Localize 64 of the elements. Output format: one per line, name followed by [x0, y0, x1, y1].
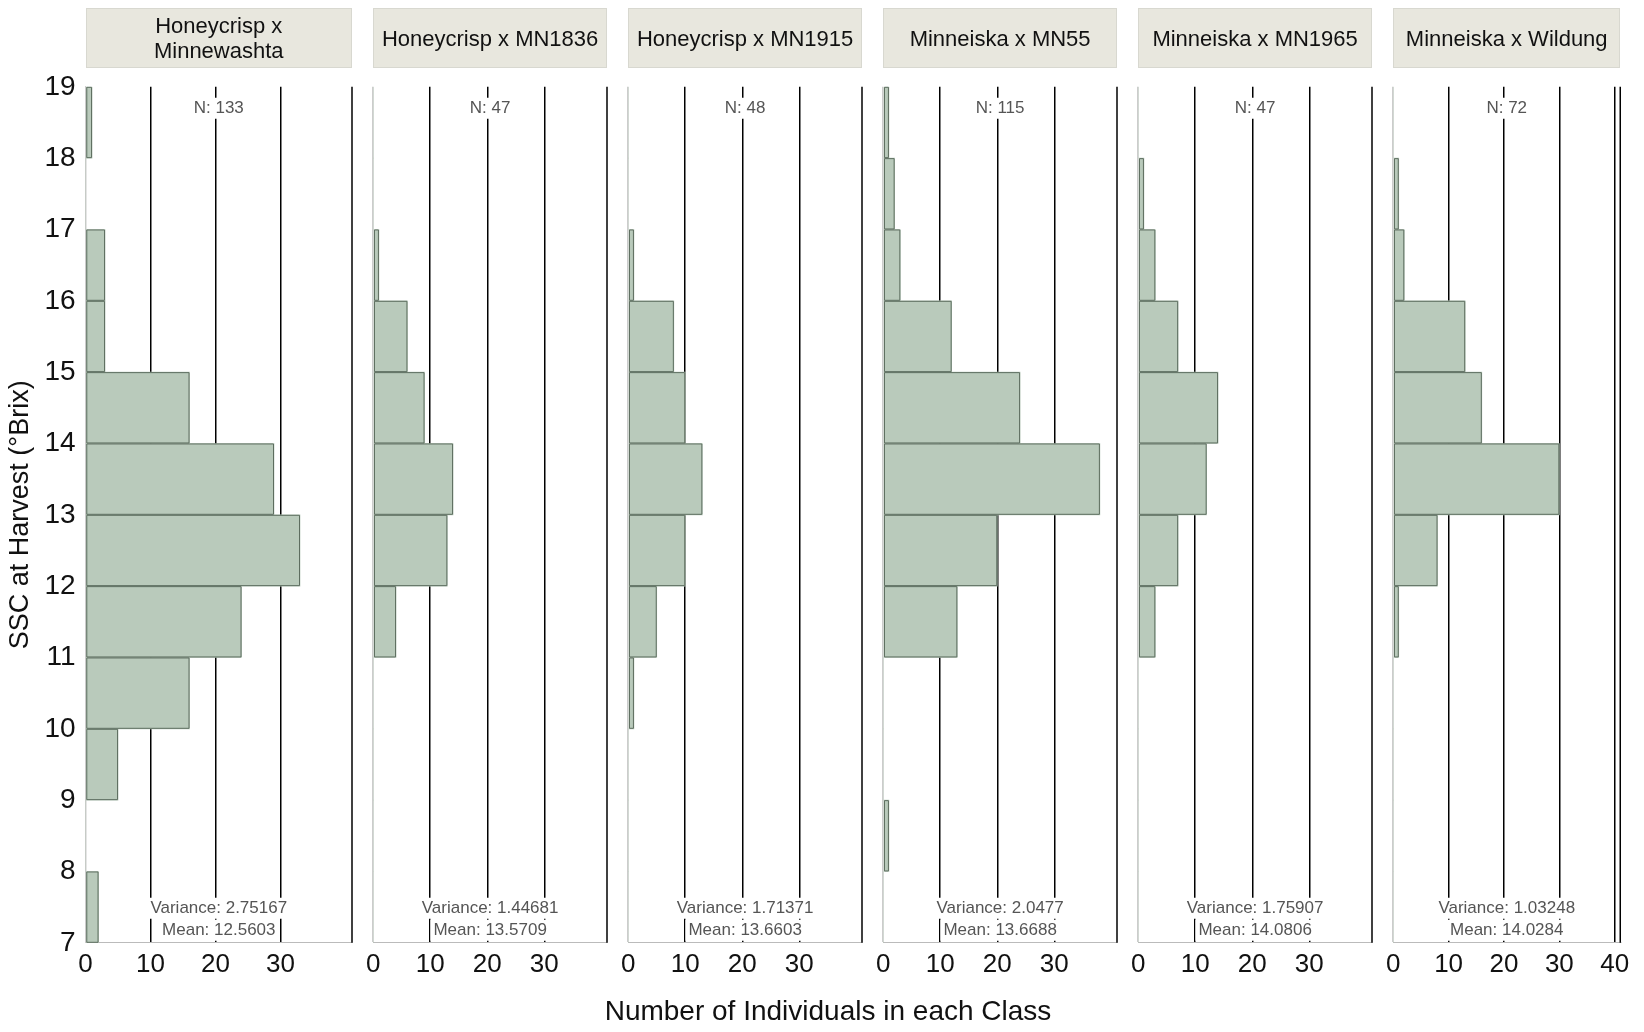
x-tick-label: 0 [366, 947, 381, 978]
annotation: Mean: 13.5709 [433, 919, 547, 939]
annotation: Variance: 1.75907 [1186, 897, 1324, 917]
annotation: Mean: 13.6603 [688, 919, 802, 939]
y-tick-label: 16 [44, 283, 76, 315]
x-tick-label: 10 [925, 947, 955, 978]
y-tick-label: 7 [59, 925, 76, 957]
chart-title: Honeycrisp x Minnewashta [85, 8, 352, 68]
y-tick-label: 17 [44, 212, 76, 244]
y-tick-label: 9 [59, 782, 76, 814]
chart-title: Minneiska x Wildung [1393, 8, 1621, 68]
annotation: N: 115 [975, 97, 1025, 117]
y-tick-label: 8 [59, 854, 76, 886]
y-tick-label: 11 [46, 640, 76, 672]
x-tick-label: 30 [529, 947, 559, 978]
annotation: Variance: 1.71371 [676, 897, 814, 917]
x-tick-label: 10 [670, 947, 700, 978]
annotation: Mean: 12.5603 [162, 919, 276, 939]
x-tick-label: 30 [784, 947, 814, 978]
y-tick-label: 15 [44, 354, 76, 386]
x-tick-label: 10 [415, 947, 445, 978]
annotation: Mean: 14.0284 [1450, 919, 1564, 939]
annotation: N: 72 [1486, 97, 1528, 117]
x-axis-title: Number of Individuals in each Class [603, 995, 1053, 1027]
x-tick-label: 20 [1237, 947, 1267, 978]
annotation: N: 47 [1234, 97, 1276, 117]
x-tick-label: 30 [1544, 947, 1574, 978]
annotation: N: 133 [193, 97, 244, 117]
x-tick-label: 30 [1294, 947, 1324, 978]
x-tick-label: 40 [1600, 947, 1630, 978]
x-tick-label: 0 [621, 947, 636, 978]
y-tick-label: 19 [44, 69, 76, 101]
x-tick-label: 0 [1386, 947, 1401, 978]
annotation: Variance: 1.44681 [421, 897, 559, 917]
y-tick-label: 13 [44, 497, 76, 529]
y-tick-label: 12 [44, 568, 76, 600]
annotation: Variance: 2.0477 [936, 897, 1064, 917]
x-tick-label: 0 [1131, 947, 1146, 978]
chart-title: Minneiska x MN55 [883, 8, 1117, 68]
chart-title: Minneiska x MN1965 [1138, 8, 1372, 68]
x-tick-label: 10 [1180, 947, 1210, 978]
x-tick-label: 20 [727, 947, 757, 978]
y-axis-title: SSC at Harvest (°Brix) [3, 380, 34, 650]
y-tick-label: 14 [44, 426, 76, 458]
x-tick-label: 0 [876, 947, 891, 978]
x-tick-label: 30 [266, 947, 295, 978]
x-tick-label: 30 [1039, 947, 1069, 978]
x-tick-label: 20 [472, 947, 502, 978]
x-tick-label: 20 [1489, 947, 1519, 978]
x-tick-label: 20 [201, 947, 230, 978]
y-tick-label: 18 [44, 140, 76, 172]
x-tick-label: 10 [136, 947, 165, 978]
annotation: Mean: 13.6688 [943, 919, 1057, 939]
y-tick-label: 10 [44, 711, 76, 743]
x-tick-label: 10 [1434, 947, 1464, 978]
annotation: N: 47 [469, 97, 511, 117]
annotation: Mean: 14.0806 [1198, 919, 1312, 939]
chart-title: Honeycrisp x MN1915 [628, 8, 862, 68]
x-tick-label: 20 [982, 947, 1012, 978]
x-tick-label: 0 [78, 947, 93, 978]
annotation: N: 48 [724, 97, 766, 117]
chart-title: Honeycrisp x MN1836 [373, 8, 607, 68]
annotation: Variance: 1.03248 [1438, 897, 1576, 917]
annotation: Variance: 2.75167 [150, 897, 288, 917]
